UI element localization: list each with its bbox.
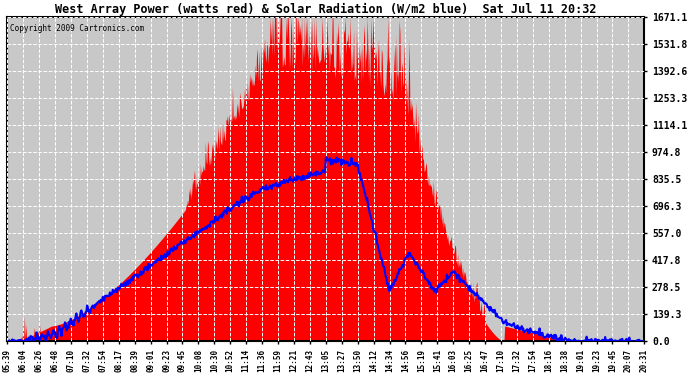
Text: Copyright 2009 Cartronics.com: Copyright 2009 Cartronics.com bbox=[10, 24, 145, 33]
Title: West Array Power (watts red) & Solar Radiation (W/m2 blue)  Sat Jul 11 20:32: West Array Power (watts red) & Solar Rad… bbox=[55, 3, 597, 16]
